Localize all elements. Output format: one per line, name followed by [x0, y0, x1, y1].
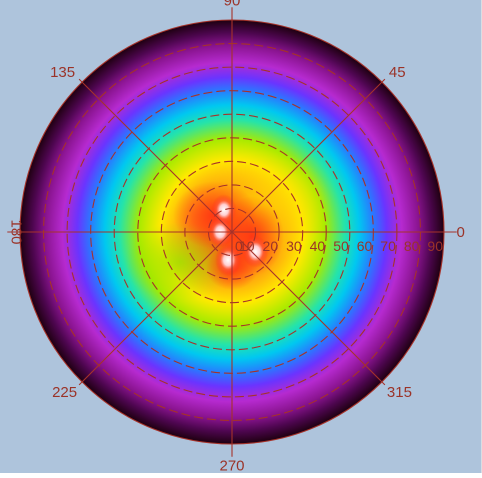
hotspot-1	[242, 235, 269, 268]
angular-label-90: 90	[224, 0, 241, 9]
angular-gridline-315	[231, 231, 386, 386]
angular-label-135: 135	[50, 64, 75, 81]
axis-labels: 0 45 90 135 180 225 270 315 10 20 30 40 50 60 70 80 90 0	[8, 0, 465, 475]
hotspot-2	[215, 243, 242, 276]
radial-label-40: 40	[310, 238, 326, 254]
radial-label-30: 30	[286, 238, 302, 254]
angular-label-45: 45	[389, 64, 406, 81]
angular-label-180: 180	[8, 219, 25, 244]
radial-label-50: 50	[333, 238, 349, 254]
radial-label-10: 10	[239, 238, 255, 254]
radial-label-70: 70	[380, 238, 396, 254]
angular-label-225: 225	[52, 384, 77, 401]
angular-label-270: 270	[219, 458, 244, 473]
radial-label-90: 90	[427, 238, 443, 254]
angular-gridline-135	[78, 78, 233, 233]
radial-label-0: 0	[235, 238, 243, 254]
angular-gridline-225	[78, 231, 233, 386]
angular-gridline-45	[231, 78, 386, 233]
radial-label-60: 60	[357, 238, 373, 254]
angular-label-0: 0	[456, 224, 464, 241]
polar-grid	[7, 7, 457, 457]
angular-label-315: 315	[387, 384, 412, 401]
radial-label-20: 20	[263, 238, 279, 254]
radial-label-80: 80	[404, 238, 420, 254]
